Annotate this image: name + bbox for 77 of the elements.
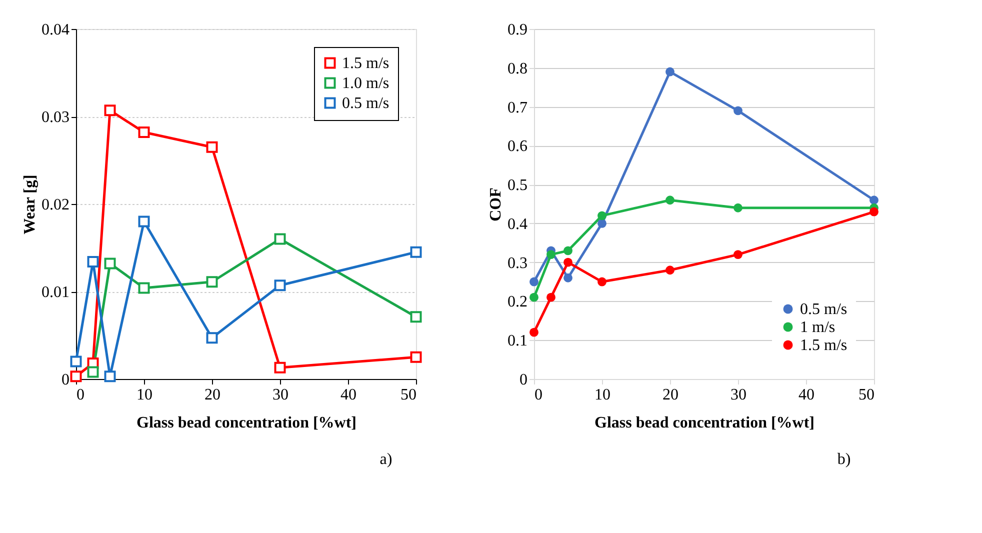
point (666, 196, 674, 205)
legend-label: 1.5 m/s (800, 337, 848, 354)
y-tick-label: 0.02 (42, 196, 70, 214)
x-tick-label: 50 (400, 386, 416, 404)
point (598, 218, 606, 228)
y-tick-label: 0.2 (508, 294, 528, 311)
point (138, 282, 150, 294)
point (546, 292, 556, 302)
point (734, 106, 742, 116)
y-tick-label: 0.1 (508, 332, 528, 350)
point (274, 280, 286, 292)
x-tick-label: 0 (76, 386, 84, 404)
x-tick-label: 30 (272, 386, 288, 404)
legend-label: 0.5 m/s (342, 95, 390, 112)
point (564, 273, 572, 282)
y-axis-title: Wear [g] (22, 174, 38, 234)
point (70, 370, 82, 382)
y-tick-label: 0.7 (508, 99, 528, 116)
x-tick-label: 10 (594, 386, 610, 404)
x-tick-label: 10 (136, 386, 152, 404)
y-axis-title: COF (488, 187, 504, 222)
point (206, 141, 218, 153)
point (530, 292, 538, 302)
legend-label: 1 m/s (800, 319, 836, 336)
text: a) (380, 451, 392, 468)
point (410, 351, 422, 363)
y-tick-label: 0.5 (508, 177, 528, 194)
text: b) (837, 451, 851, 468)
x-tick-label: 50 (858, 386, 874, 404)
y-tick-label: 0.04 (42, 22, 70, 38)
point (70, 356, 82, 368)
x-tick-label: 20 (662, 386, 678, 404)
point (598, 211, 606, 220)
y-tick-label: 0 (520, 372, 528, 388)
point (564, 246, 572, 256)
y-tick-label: 0 (62, 372, 70, 388)
point (104, 258, 116, 270)
y-tick-label: 0.6 (508, 138, 528, 156)
point (104, 104, 116, 116)
point (598, 277, 606, 286)
point (530, 328, 538, 337)
x-tick-label: 40 (340, 386, 356, 404)
point (138, 216, 150, 228)
point (734, 203, 742, 212)
point (870, 207, 878, 216)
point (870, 196, 878, 205)
x-tick-label: 0 (534, 386, 542, 404)
point (87, 366, 99, 378)
point (530, 277, 538, 286)
x-tick-label: 20 (204, 386, 220, 404)
point (546, 250, 556, 260)
y-tick-label: 0.01 (42, 284, 70, 301)
point (410, 246, 422, 258)
point (666, 266, 674, 275)
point (564, 258, 572, 267)
legend-label: 1.5 m/s (342, 55, 390, 72)
x-axis-title: Glass bead concentration [%wt] (594, 414, 814, 432)
point (206, 276, 218, 288)
legend-label: 1.0 m/s (342, 75, 390, 92)
point (87, 256, 99, 268)
point (274, 233, 286, 245)
legend-label: 0.5 m/s (800, 301, 848, 318)
point (410, 311, 422, 323)
x-tick-label: 30 (730, 386, 746, 404)
x-tick-label: 40 (798, 386, 814, 404)
x-axis-title: Glass bead concentration [%wt] (136, 414, 356, 432)
y-tick-label: 0.9 (508, 22, 528, 38)
point (206, 332, 218, 344)
point (734, 250, 742, 260)
point (138, 126, 150, 138)
point (274, 362, 286, 374)
point (666, 67, 674, 76)
y-tick-label: 0.3 (508, 254, 528, 272)
point (104, 370, 116, 382)
y-tick-label: 0.4 (508, 216, 528, 233)
y-tick-label: 0.03 (42, 109, 70, 126)
y-tick-label: 0.8 (508, 60, 528, 78)
